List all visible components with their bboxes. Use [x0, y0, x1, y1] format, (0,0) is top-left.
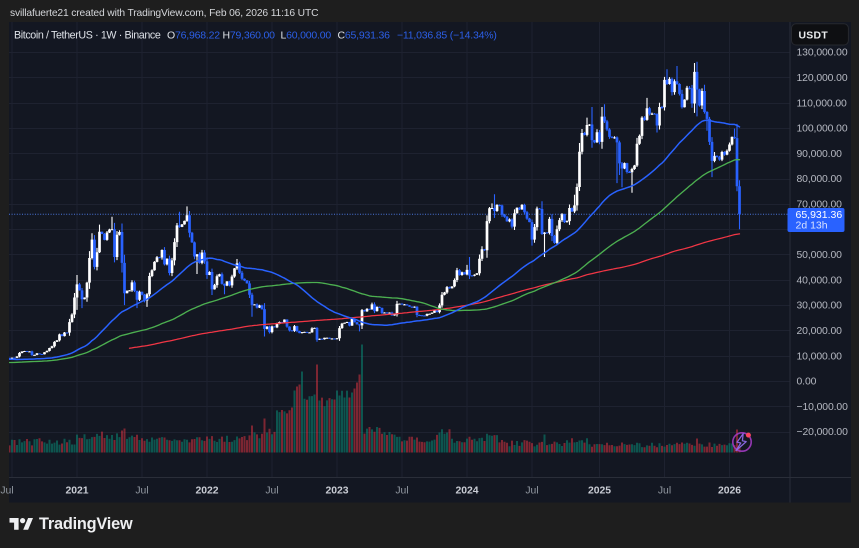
- svg-text:10,000.00: 10,000.00: [797, 351, 843, 362]
- svg-text:−10,000.00: −10,000.00: [797, 402, 849, 413]
- svg-text:130,000.00: 130,000.00: [797, 48, 848, 59]
- svg-text:120,000.00: 120,000.00: [797, 73, 848, 84]
- svg-text:Jul: Jul: [135, 486, 148, 497]
- svg-text:110,000.00: 110,000.00: [797, 98, 848, 109]
- svg-text:2d 13h: 2d 13h: [796, 220, 828, 232]
- svg-text:90,000.00: 90,000.00: [797, 149, 843, 160]
- svg-text:−20,000.00: −20,000.00: [797, 427, 849, 438]
- svg-text:Jul: Jul: [395, 486, 408, 497]
- svg-text:USDT: USDT: [799, 30, 829, 41]
- svg-text:0.00: 0.00: [797, 377, 817, 388]
- svg-text:Jul: Jul: [525, 486, 538, 497]
- svg-text:2023: 2023: [325, 486, 348, 497]
- svg-text:2022: 2022: [195, 486, 218, 497]
- svg-text:2026: 2026: [718, 486, 741, 497]
- svg-text:2025: 2025: [588, 486, 611, 497]
- svg-text:40,000.00: 40,000.00: [797, 275, 843, 286]
- svg-text:svillafuerte21 created with Tr: svillafuerte21 created with TradingView.…: [10, 8, 319, 19]
- svg-text:30,000.00: 30,000.00: [797, 301, 843, 312]
- svg-text:50,000.00: 50,000.00: [797, 250, 843, 261]
- svg-text:Jul: Jul: [265, 486, 278, 497]
- svg-text:2024: 2024: [455, 486, 478, 497]
- svg-text:65,931.36: 65,931.36: [796, 209, 843, 221]
- svg-text:20,000.00: 20,000.00: [797, 326, 843, 337]
- svg-text:Jul: Jul: [658, 486, 671, 497]
- svg-text:100,000.00: 100,000.00: [797, 124, 848, 135]
- svg-text:Bitcoin / TetherUS · 1W · Bina: Bitcoin / TetherUS · 1W · Binance: [14, 29, 161, 41]
- svg-text:TradingView: TradingView: [39, 515, 133, 533]
- svg-text:2021: 2021: [65, 486, 88, 497]
- svg-text:70,000.00: 70,000.00: [797, 200, 843, 211]
- svg-text:Jul: Jul: [0, 486, 13, 497]
- svg-text:80,000.00: 80,000.00: [797, 174, 843, 185]
